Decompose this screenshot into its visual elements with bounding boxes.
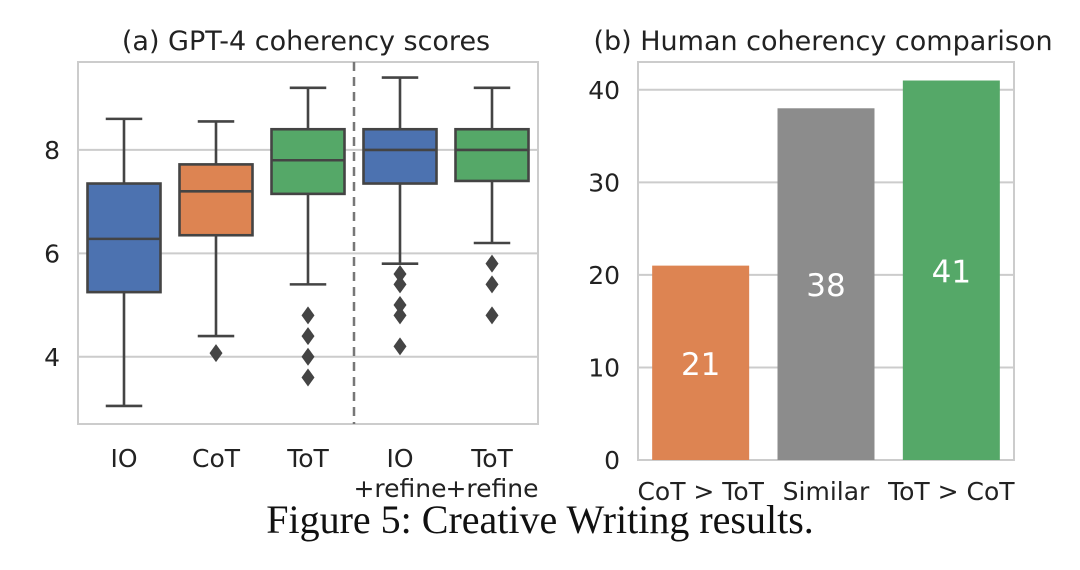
bar-value-label: 21 <box>681 347 720 383</box>
panel-a-y-tick-label: 4 <box>44 343 60 372</box>
outlier-point <box>393 275 407 294</box>
panel-a-title: (a) GPT-4 coherency scores <box>122 26 490 57</box>
panel-a-y-tick-labels: 4 6 8 <box>44 136 60 372</box>
outlier-point <box>393 296 407 315</box>
outlier-point <box>393 337 407 356</box>
panel-b-y-tick-label: 0 <box>604 446 620 475</box>
iqr-box <box>178 163 254 237</box>
panel-b-title: (b) Human coherency comparison <box>593 26 1052 57</box>
panel-a-x-tick-label: IO +refine <box>353 444 446 503</box>
bar <box>777 108 875 461</box>
outlier-point <box>301 368 315 387</box>
outlier-point <box>393 265 407 284</box>
outlier-point <box>301 347 315 366</box>
panel-b-x-tick-label: ToT > CoT <box>887 477 1015 506</box>
figure-caption: Figure 5: Creative Writing results. <box>266 497 814 542</box>
panel-b-y-tick-labels: 0 10 20 30 40 <box>588 76 620 475</box>
outlier-point <box>393 306 407 325</box>
panel-a-x-tick-label: IO <box>110 444 137 473</box>
bar-value-label: 41 <box>932 254 971 290</box>
iqr-box <box>362 127 438 185</box>
panel-b-y-tick-label: 10 <box>588 353 620 382</box>
panel-a-boxes <box>86 76 530 408</box>
box-2 <box>178 120 254 363</box>
panel-b-x-tick-label: CoT > ToT <box>637 477 764 506</box>
panel-b-y-tick-label: 20 <box>588 261 620 290</box>
outlier-point <box>485 275 499 294</box>
outlier-point <box>485 306 499 325</box>
panel-b-y-tick-label: 40 <box>588 76 620 105</box>
panel-a-x-tick-label: ToT <box>286 444 329 473</box>
outlier-point <box>301 327 315 346</box>
panel-b-x-tick-labels: CoT > ToT Similar ToT > CoT <box>637 477 1015 506</box>
box-1 <box>86 117 162 408</box>
bar-value-label: 38 <box>806 268 845 304</box>
outlier-point <box>301 306 315 325</box>
panel-a-y-tick-label: 6 <box>44 239 60 268</box>
box-3 <box>270 86 346 387</box>
panel-a: (a) GPT-4 coherency scores 468 IO CoT ToT I… <box>44 26 539 503</box>
panel-b-x-tick-label: Similar <box>783 477 870 506</box>
bar <box>652 265 750 460</box>
panel-a-y-tick-label: 8 <box>44 136 60 165</box>
iqr-box <box>454 127 530 183</box>
outlier-point <box>485 254 499 273</box>
bar <box>902 80 1000 460</box>
panel-b-bars: 21 38 41 <box>652 80 1000 461</box>
panel-a-x-tick-label: ToT +refine <box>445 444 538 503</box>
panel-b-y-tick-label: 30 <box>588 168 620 197</box>
panel-b: (b) Human coherency comparison 0 10 20 30 40… <box>588 26 1052 506</box>
box-5 <box>454 86 530 325</box>
outlier-point <box>209 344 223 363</box>
box-4 <box>362 76 438 356</box>
panel-a-x-tick-label: CoT <box>192 444 241 473</box>
